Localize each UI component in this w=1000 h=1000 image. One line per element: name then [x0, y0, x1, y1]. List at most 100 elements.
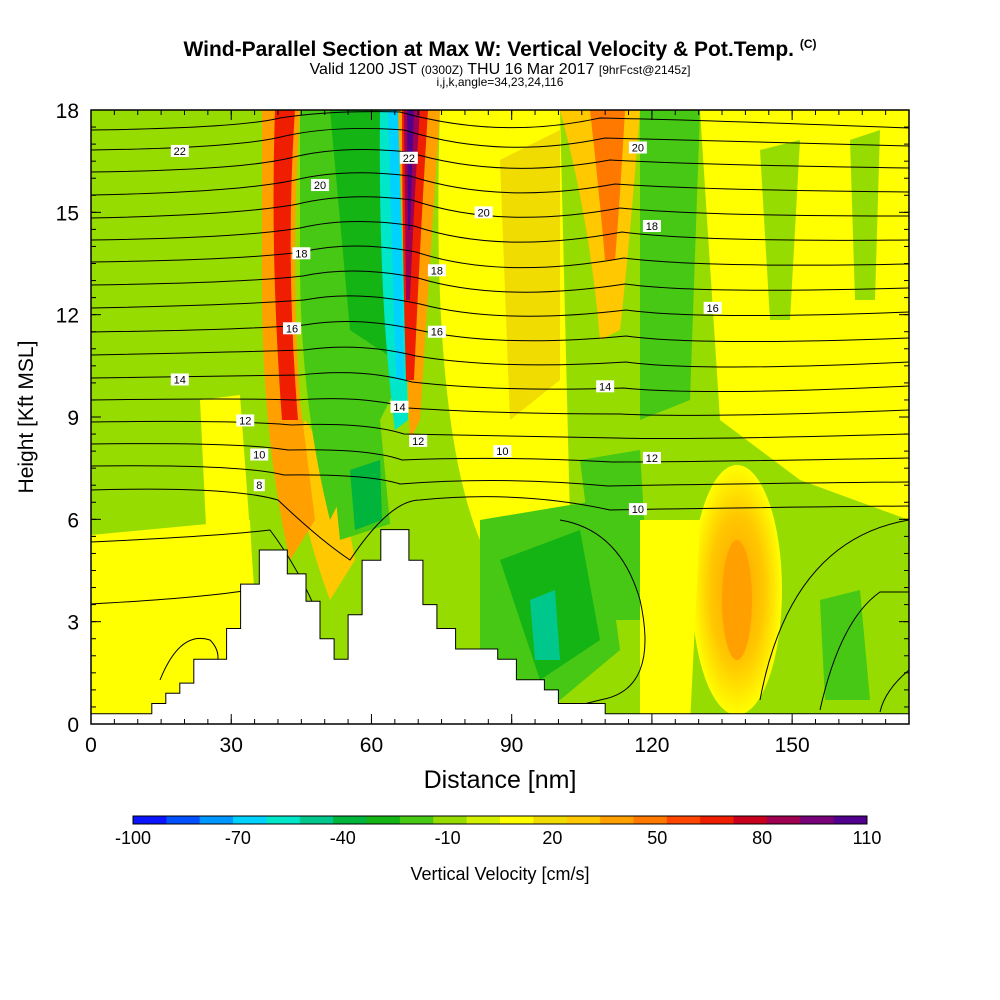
y-tick-label: 6 — [67, 509, 79, 532]
colorbar-frame — [132, 815, 868, 825]
contour-label-bg — [170, 144, 189, 157]
contour-label-bg — [399, 151, 418, 164]
contour-label-bg — [170, 373, 189, 386]
colorbar-tick-label: -10 — [435, 828, 461, 848]
colorbar-swatch — [166, 816, 201, 824]
y-tick-label: 15 — [56, 202, 79, 225]
contour-label-bg — [390, 400, 409, 413]
contour-label: 20 — [632, 143, 644, 155]
terrain-mask — [90, 529, 910, 725]
contour-label-bg — [250, 448, 269, 461]
colorbar-swatch — [600, 816, 634, 824]
colorbar-swatch — [133, 816, 167, 824]
contour-label: 14 — [599, 381, 611, 393]
colorbar-tick-label: 50 — [647, 828, 667, 848]
contour-label: 20 — [314, 180, 326, 192]
y-tick-label: 9 — [67, 407, 79, 430]
colorbar-swatch — [366, 816, 401, 824]
y-axis-label: Height [Kft MSL] — [15, 341, 38, 494]
colorbar-tick-label: 20 — [542, 828, 562, 848]
contour-label: 18 — [431, 265, 443, 277]
colorbar-tick-labels: -100 -70 -40 -10 20 50 80 110 — [115, 828, 881, 848]
contour-label: 16 — [286, 323, 298, 335]
contour-label-bg — [282, 322, 301, 335]
contour-label: 20 — [478, 207, 490, 219]
contour-label-bg — [703, 301, 722, 314]
colorbar-swatch — [333, 816, 368, 824]
contour-label-bg — [253, 479, 265, 492]
colorbar-swatch — [533, 816, 568, 824]
contour-label: 10 — [253, 450, 265, 462]
colorbar-swatch — [766, 816, 801, 824]
velocity-field — [91, 110, 909, 724]
colorbar-swatch — [833, 816, 868, 824]
x-tick-label: 0 — [85, 734, 97, 757]
x-tick-labels: 0 30 60 90 120 150 — [85, 734, 810, 757]
contour-label-bg — [628, 503, 647, 516]
colorbar-tick-label: -70 — [225, 828, 251, 848]
colorbar-swatch — [199, 816, 234, 824]
x-tick-label: 120 — [634, 734, 669, 757]
y-tick-label: 0 — [67, 714, 79, 737]
contour-label-bg — [236, 414, 255, 427]
contour-label: 22 — [403, 153, 415, 165]
colorbar-swatch — [299, 816, 334, 824]
contour-label-bg — [311, 179, 330, 192]
contour-label-bg — [409, 434, 428, 447]
x-tick-label: 90 — [500, 734, 523, 757]
colorbar-label: Vertical Velocity [cm/s] — [410, 864, 589, 884]
copyright-mark: (C) — [799, 37, 817, 51]
chart-indices: i,j,k,angle=34,23,24,116 — [436, 75, 564, 89]
contour-label: 10 — [632, 504, 644, 516]
contour-label: 8 — [256, 480, 262, 492]
contour-label: 18 — [295, 248, 307, 260]
y-tick-label: 3 — [67, 612, 79, 635]
contour-label-bg — [427, 264, 446, 277]
contour-label: 18 — [646, 221, 658, 233]
contour-label-bg — [292, 247, 311, 260]
contour-label-bg — [642, 219, 661, 232]
axis-ticks — [90, 109, 910, 725]
colorbar-swatch — [433, 816, 468, 824]
colorbar-swatch — [733, 816, 768, 824]
x-tick-label: 150 — [775, 734, 810, 757]
colorbar-swatch — [399, 816, 434, 824]
colorbar-swatch — [266, 816, 301, 824]
contour-label: 12 — [412, 436, 424, 448]
y-tick-label: 18 — [56, 100, 79, 123]
colorbar-swatch — [666, 816, 701, 824]
x-tick-label: 60 — [360, 734, 383, 757]
y-tick-label: 12 — [56, 305, 79, 328]
colorbar-swatch — [633, 816, 668, 824]
colorbar-tick-label: -40 — [330, 828, 356, 848]
colorbar-tick-label: 80 — [752, 828, 772, 848]
contour-label-bg — [474, 206, 493, 219]
contour-label-bg — [427, 325, 446, 338]
contour-label-bg — [628, 141, 647, 154]
colorbar — [132, 815, 868, 825]
contour-label: 14 — [393, 402, 405, 414]
contour-label-bg — [493, 445, 512, 458]
contour-label-bg — [596, 380, 615, 393]
contour-label: 16 — [431, 327, 443, 339]
chart-title: Wind-Parallel Section at Max W: Vertical… — [183, 37, 817, 61]
contour-label: 10 — [496, 446, 508, 458]
colorbar-tick-label: -100 — [115, 828, 151, 848]
colorbar-swatch — [466, 816, 501, 824]
colorbar-tick-label: 110 — [853, 828, 882, 848]
contour-label-bg — [642, 451, 661, 464]
x-axis-label: Distance [nm] — [424, 766, 577, 794]
contour-labels: 22 20 22 20 20 18 18 18 16 16 16 14 14 14 12 12 12 10 10 10… — [170, 141, 722, 516]
contour-label: 12 — [646, 453, 658, 465]
contour-label: 12 — [239, 415, 251, 427]
colorbar-swatch — [233, 816, 267, 824]
chart-subtitle: Valid 1200 JST (0300Z) THU 16 Mar 2017 [… — [309, 61, 691, 78]
x-tick-label: 30 — [220, 734, 243, 757]
colorbar-swatch — [800, 816, 835, 824]
contour-label: 16 — [707, 303, 719, 315]
colorbar-swatch — [700, 816, 735, 824]
colorbar-swatch — [500, 816, 534, 824]
colorbar-swatch — [566, 816, 601, 824]
contour-label: 14 — [174, 374, 186, 386]
